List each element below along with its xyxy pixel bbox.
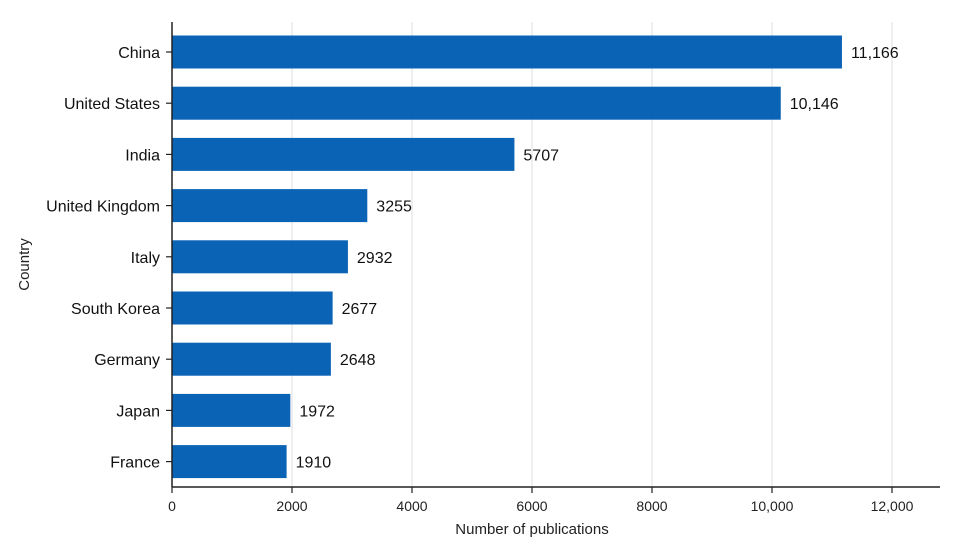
data-label: 1972 [299, 403, 335, 420]
data-label: 2677 [342, 301, 378, 318]
category-label: Italy [131, 250, 160, 267]
x-tick-label: 10,000 [751, 498, 794, 514]
bar [172, 35, 842, 69]
bar [172, 393, 291, 427]
category-label: India [125, 147, 160, 164]
category-label: United Kingdom [46, 199, 160, 216]
data-label: 2648 [340, 352, 376, 369]
category-label: Japan [116, 403, 160, 420]
data-label: 1910 [296, 455, 332, 472]
data-label: 2932 [357, 250, 393, 267]
data-label: 11,166 [851, 45, 899, 62]
bar [172, 189, 368, 223]
bar [172, 240, 348, 274]
bar [172, 291, 333, 325]
category-label: United States [64, 96, 160, 113]
data-label: 3255 [376, 199, 412, 216]
x-tick-label: 8000 [636, 498, 667, 514]
labels: China 11,166 United States 10,146 India 5707 U… [46, 45, 899, 472]
category-label: France [110, 455, 160, 472]
bar [172, 342, 331, 376]
bar [172, 445, 287, 479]
x-axis-title: Number of publications [455, 521, 608, 538]
data-label: 5707 [523, 147, 559, 164]
bars [172, 35, 842, 479]
x-tick-label: 12,000 [871, 498, 914, 514]
x-tick-label: 0 [168, 498, 176, 514]
bar [172, 137, 515, 171]
category-label: China [118, 45, 160, 62]
bar [172, 86, 781, 120]
x-axis-ticks: 0 2000 4000 6000 8000 10,000 12,000 [168, 487, 914, 514]
category-label: Germany [94, 352, 160, 369]
data-label: 10,146 [790, 96, 839, 113]
x-tick-label: 6000 [516, 498, 547, 514]
y-axis-title: Country [16, 238, 33, 291]
category-label: South Korea [71, 301, 160, 318]
x-tick-label: 2000 [276, 498, 307, 514]
x-tick-label: 4000 [396, 498, 427, 514]
